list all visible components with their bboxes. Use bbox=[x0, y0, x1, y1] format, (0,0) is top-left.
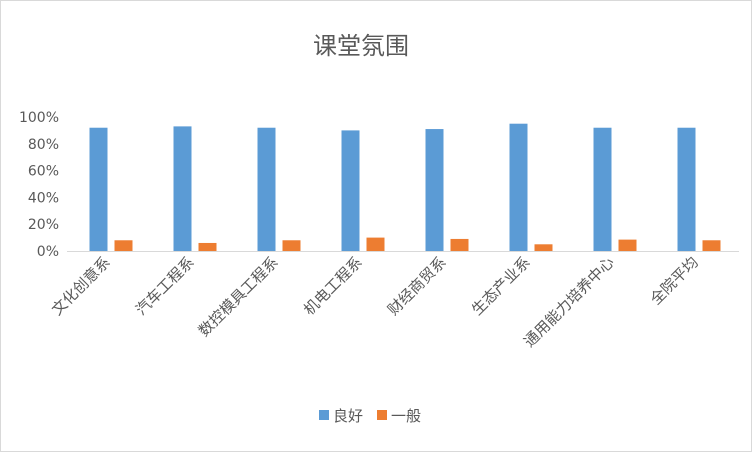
x-tick-label: 生态产业系 bbox=[468, 253, 534, 319]
y-tick-label: 20% bbox=[28, 217, 59, 233]
legend: 良好 一般 bbox=[319, 407, 421, 425]
y-tick-label: 80% bbox=[28, 137, 59, 153]
legend-swatch bbox=[319, 410, 329, 420]
bar-良好-财经商贸系 bbox=[425, 129, 444, 251]
bar-一般-全院平均 bbox=[702, 240, 721, 251]
legend-swatch bbox=[377, 410, 387, 420]
x-tick-label: 数控模具工程系 bbox=[195, 253, 282, 340]
bar-一般-通用能力培养中心 bbox=[618, 239, 637, 251]
bar-良好-通用能力培养中心 bbox=[593, 127, 612, 251]
bar-一般-生态产业系 bbox=[534, 244, 553, 251]
x-tick-label: 财经商贸系 bbox=[384, 253, 450, 319]
x-tick-label: 全院平均 bbox=[647, 253, 702, 308]
bar-一般-数控模具工程系 bbox=[282, 240, 301, 251]
bar-良好-文化创意系 bbox=[89, 127, 108, 251]
bar-一般-文化创意系 bbox=[114, 240, 133, 251]
bar-良好-机电工程系 bbox=[341, 130, 360, 251]
plot-area bbox=[89, 123, 721, 251]
x-tick-label: 机电工程系 bbox=[300, 253, 366, 319]
legend-label: 良好 bbox=[333, 407, 363, 425]
y-tick-label: 0% bbox=[37, 244, 59, 260]
bar-良好-全院平均 bbox=[677, 127, 696, 251]
legend-label: 一般 bbox=[391, 407, 421, 425]
bar-良好-生态产业系 bbox=[509, 123, 528, 251]
chart-title: 课堂氛围 bbox=[313, 32, 409, 60]
bar-良好-汽车工程系 bbox=[173, 126, 192, 251]
y-tick-label: 40% bbox=[28, 190, 59, 206]
x-tick-label: 汽车工程系 bbox=[132, 253, 198, 319]
x-tick-label: 通用能力培养中心 bbox=[520, 253, 618, 351]
y-axis: 0% 20% 40% 60% 80% 100% bbox=[19, 110, 59, 260]
bar-良好-数控模具工程系 bbox=[257, 127, 276, 251]
bar-一般-财经商贸系 bbox=[450, 238, 469, 251]
y-tick-label: 100% bbox=[19, 110, 59, 126]
x-tick-label: 文化创意系 bbox=[48, 253, 114, 319]
y-tick-label: 60% bbox=[28, 164, 59, 180]
bar-一般-机电工程系 bbox=[366, 237, 385, 251]
bar-一般-汽车工程系 bbox=[198, 242, 217, 251]
